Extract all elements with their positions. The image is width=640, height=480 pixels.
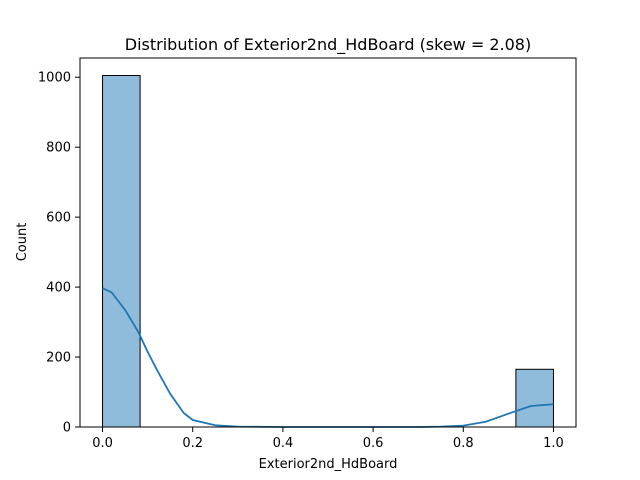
histogram-bar [515, 368, 554, 428]
y-tick-label: 400 [46, 281, 71, 296]
x-tick-label: 1.0 [543, 436, 564, 451]
y-tick-label: 800 [46, 141, 71, 156]
y-tick-label: 1000 [38, 71, 71, 86]
kde-curve [102, 287, 554, 428]
x-axis-label: Exterior2nd_HdBoard [259, 457, 398, 472]
x-tick-label: 0.2 [182, 436, 203, 451]
y-tick-label: 200 [46, 351, 71, 366]
plot-frame [79, 57, 577, 428]
x-tick-label: 0.0 [92, 436, 113, 451]
chart-title: Distribution of Exterior2nd_HdBoard (ske… [125, 35, 531, 55]
histogram-bar [102, 74, 141, 428]
y-axis-label: Count [15, 223, 30, 262]
x-tick-label: 0.6 [363, 436, 384, 451]
x-axis-ticks: 0.0 0.2 0.4 0.6 0.8 1.0 [92, 427, 564, 451]
y-axis-ticks: 0 200 400 600 800 1000 [38, 71, 80, 436]
x-tick-label: 0.4 [273, 436, 294, 451]
y-tick-label: 0 [63, 421, 71, 436]
x-tick-label: 0.8 [453, 436, 474, 451]
y-tick-label: 600 [46, 211, 71, 226]
bars-layer [102, 74, 554, 428]
